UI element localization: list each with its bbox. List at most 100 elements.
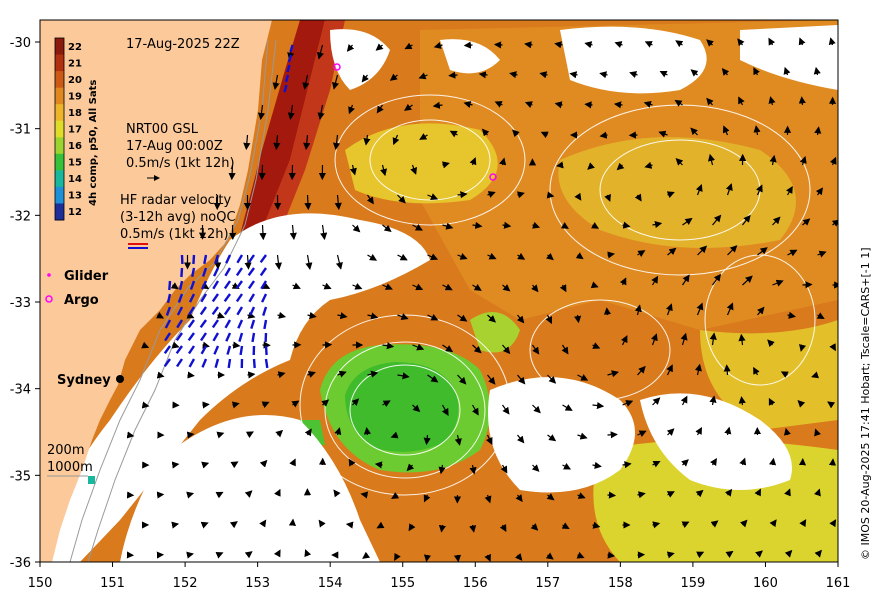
gsl-arrow (469, 524, 477, 533)
gsl-arrow (562, 404, 573, 411)
gsl-arrow (351, 398, 360, 406)
y-axis: -30 -31 -32 -33 -34 -35 -36 (10, 36, 40, 571)
radar-arrow (237, 319, 244, 329)
gsl-arrow (817, 250, 827, 258)
gsl-arrow (768, 457, 777, 466)
radar-arrow (214, 254, 220, 264)
gsl-arrow (723, 364, 731, 376)
gsl-arrow (449, 130, 458, 138)
gsl-arrow (659, 70, 668, 78)
gsl-arrow (258, 164, 266, 181)
radar-arrow (188, 345, 195, 355)
gsl-arrow (423, 434, 431, 446)
gsl-arrow (275, 429, 284, 438)
gsl-arrow (261, 401, 270, 409)
radar-arrow (247, 254, 255, 264)
gsl-arrow (539, 71, 548, 79)
gsl-arrow (725, 550, 734, 558)
x-tick-label: 157 (535, 576, 560, 591)
radar-arrow (223, 293, 231, 303)
gsl-arrow (441, 404, 449, 416)
y-tick-label: -33 (10, 296, 31, 311)
radar-arrow (192, 254, 196, 265)
gsl-arrow (334, 427, 342, 436)
radar-arrow (163, 345, 171, 354)
gsl-arrow (304, 194, 312, 211)
gsl-arrow (577, 432, 588, 440)
radar-arrow (213, 345, 220, 355)
gsl-arrow (620, 335, 628, 346)
gsl-arrow (772, 216, 781, 226)
gsl-arrow (696, 302, 704, 316)
gsl-arrow (574, 314, 582, 324)
gsl-arrow (397, 194, 406, 204)
gsl-arrow (245, 431, 254, 439)
radar-arrow (201, 358, 208, 368)
gsl-arrow (545, 314, 553, 325)
gsl-arrow (442, 344, 454, 353)
radar-arrow (248, 293, 256, 303)
gsl-arrow (607, 251, 615, 259)
gsl-arrow (397, 253, 408, 261)
colorbar-swatch (55, 104, 64, 122)
gsl-arrow (517, 434, 525, 444)
radar-arrow (261, 293, 268, 303)
gsl-arrow (757, 306, 765, 316)
land-australia (40, 20, 272, 562)
gsl-arrow (709, 332, 717, 346)
radar-arrow (201, 280, 208, 290)
gsl-arrow (780, 371, 789, 378)
radar-arrow (235, 293, 243, 303)
gsl-arrow (767, 339, 775, 348)
gsl-arrow (591, 222, 600, 229)
argo-legend-label: Argo (64, 293, 99, 308)
radar-arrow (175, 332, 183, 341)
gsl-arrow (441, 161, 450, 169)
radar-arrow (224, 267, 232, 277)
gsl-arrow (531, 464, 540, 472)
gsl-arrow (442, 283, 453, 291)
gsl-arrow (360, 491, 369, 499)
gsl-arrow (376, 521, 385, 529)
gsl-arrow (485, 434, 493, 445)
gsl-arrow (291, 400, 300, 408)
radar-arrow (223, 306, 231, 316)
gsl-arrow (303, 134, 311, 151)
gsl-arrow (584, 41, 593, 49)
colorbar-tick-label: 20 (68, 75, 82, 86)
gsl-arrow (592, 342, 601, 349)
gsl-arrow (469, 157, 477, 166)
gsl-arrow (675, 40, 684, 48)
radar-arrow (177, 293, 184, 303)
gsl-arrow (389, 73, 398, 81)
gsl-arrow (753, 125, 761, 136)
gsl-arrow (457, 253, 468, 260)
gsl-arrow (531, 284, 539, 293)
colorbar-tick-label: 13 (68, 191, 82, 202)
gsl-arrow (273, 134, 281, 151)
gsl-arrow (472, 344, 482, 354)
gsl-arrow (362, 551, 371, 559)
x-tick-label: 155 (390, 576, 415, 591)
gsl-arrow (569, 71, 578, 79)
gsl-arrow (712, 214, 722, 226)
gsl-arrow (469, 464, 477, 475)
gsl-arrow (562, 462, 572, 470)
radar-arrow (239, 345, 244, 356)
eac-core (240, 20, 325, 235)
radar-arrow (189, 280, 196, 290)
gsl-arrow (559, 284, 567, 293)
colorbar-tick-label: 15 (68, 158, 82, 169)
gsl-arrow (171, 521, 180, 529)
gsl-arrow (532, 404, 541, 414)
gsl-arrow (554, 41, 563, 49)
radar-arrow (191, 267, 196, 278)
gsl-arrow (392, 134, 400, 146)
gsl-arrow (516, 191, 525, 199)
radar-arrow (188, 358, 196, 368)
gsl-arrow (652, 521, 661, 529)
gsl-arrow (592, 461, 602, 469)
colorbar-tick-label: 18 (68, 108, 82, 119)
hf-radar-arrows (163, 44, 294, 369)
gsl-arrow (333, 489, 341, 498)
